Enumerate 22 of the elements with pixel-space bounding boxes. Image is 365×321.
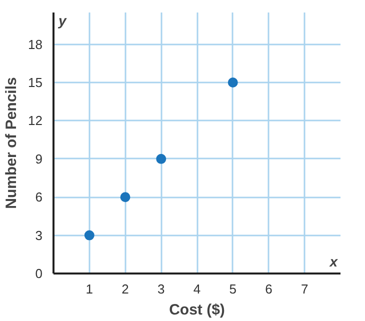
x-tick-label: 5 bbox=[229, 282, 236, 296]
y-tick-label: 12 bbox=[28, 113, 43, 128]
point bbox=[228, 78, 238, 88]
annotation: x bbox=[328, 254, 339, 270]
point bbox=[84, 230, 94, 240]
x-tick-label: 6 bbox=[265, 282, 272, 296]
y-tick-label: 15 bbox=[28, 75, 43, 90]
annotation: y bbox=[58, 12, 68, 28]
x-tick-label: 3 bbox=[158, 282, 165, 296]
y-tick-label: 0 bbox=[35, 266, 43, 281]
x-axis-title: Cost ($) bbox=[169, 302, 225, 318]
point bbox=[120, 192, 130, 202]
x-tick-label: 1 bbox=[86, 282, 93, 296]
point bbox=[156, 154, 166, 164]
y-tick-label: 6 bbox=[35, 190, 43, 205]
y-tick-label: 9 bbox=[35, 151, 43, 166]
y-tick-label: 18 bbox=[28, 36, 43, 52]
x-tick-label: 7 bbox=[301, 282, 308, 296]
y-tick-label: 3 bbox=[35, 228, 43, 243]
x-tick-label: 4 bbox=[193, 282, 201, 296]
x-tick-label: 2 bbox=[122, 282, 129, 296]
y-axis-title: Number of Pencils bbox=[3, 77, 20, 209]
